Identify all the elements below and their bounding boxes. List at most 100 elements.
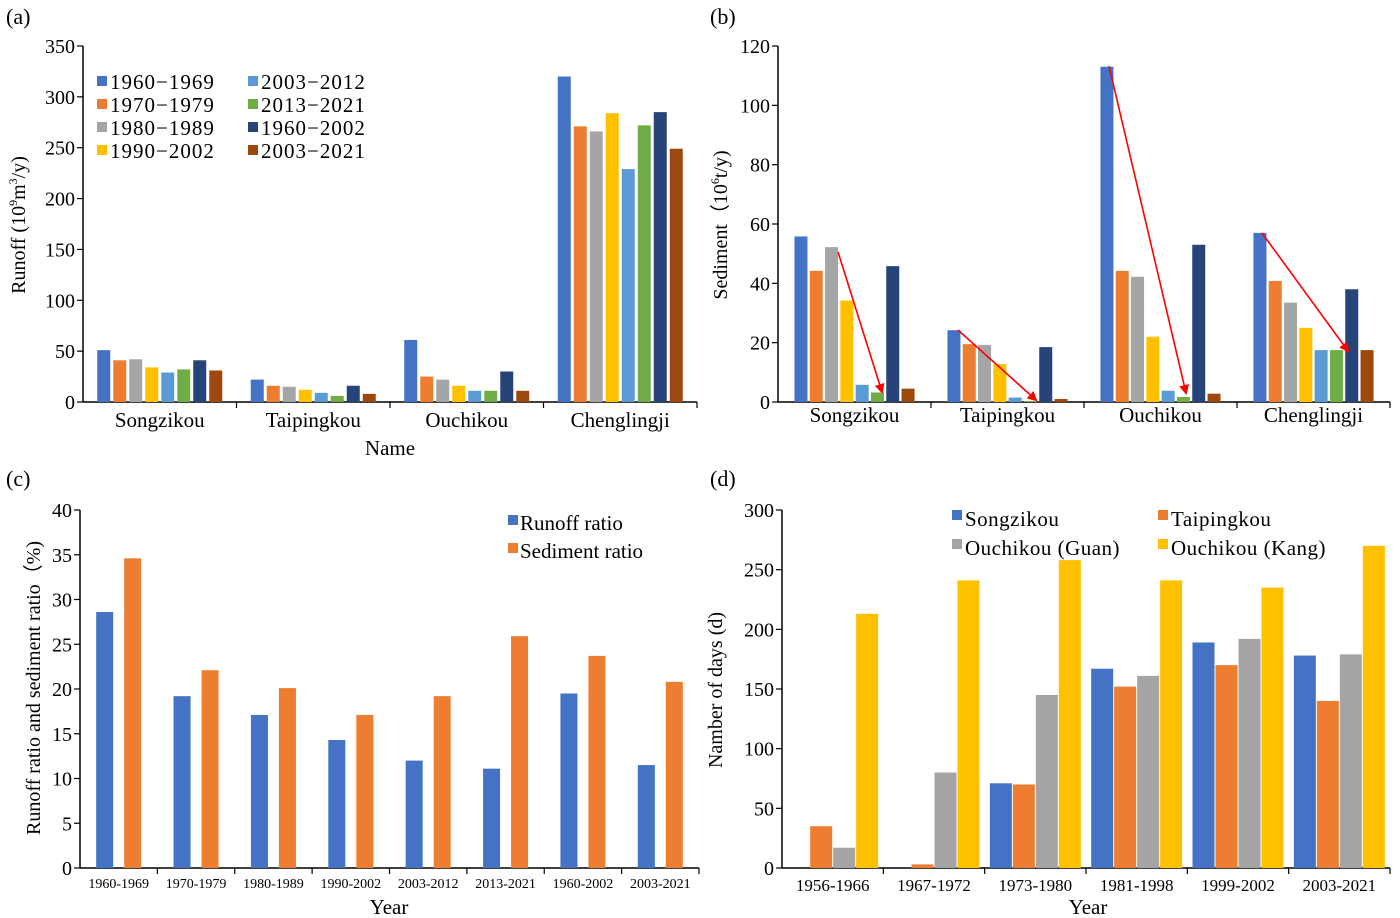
legend-label-c: Runoff ratio [520, 511, 623, 535]
y-tick-label-c: 20 [52, 679, 72, 701]
bar-b [794, 236, 808, 402]
panel-label-b: (b) [710, 4, 736, 29]
bar-d [1238, 638, 1261, 868]
bar-d [1035, 694, 1058, 868]
legend-label-a: 2013−2021 [261, 93, 366, 117]
x-tick-label-c: 1980-1989 [243, 877, 304, 892]
trend-arrows-b [837, 65, 1350, 402]
legend-c: Runoff ratio Sediment ratio [508, 511, 643, 563]
x-tick-label-b: Taipingkou [960, 403, 1056, 427]
bar-b [1161, 390, 1175, 402]
bar-a [330, 395, 344, 402]
bar-b [1008, 397, 1022, 402]
bar-a [500, 371, 514, 402]
bar-b [1253, 232, 1267, 402]
bar-d [856, 613, 879, 868]
y-tick-label-b: 20 [750, 333, 770, 355]
bar-c [328, 740, 346, 868]
bar-a [557, 76, 571, 402]
bar-b [1131, 276, 1145, 402]
trend-arrow [1108, 65, 1190, 395]
bar-d [833, 847, 856, 868]
bar-c [96, 612, 114, 868]
trend-arrow [837, 251, 885, 394]
x-tick-label-d: 1973-1980 [998, 876, 1072, 895]
y-axis-label-b: Sediment（106t/y) [708, 150, 732, 299]
legend-swatch-a [248, 122, 258, 132]
y-tick-label-b: 80 [750, 155, 770, 177]
bar-a [250, 379, 264, 402]
legend-swatch-d [1158, 539, 1168, 549]
bar-a [669, 148, 683, 402]
bar-a [573, 126, 587, 403]
bar-a [605, 113, 619, 402]
bar-a [129, 359, 143, 402]
legend-swatch-a [248, 76, 258, 86]
bar-b [993, 364, 1007, 402]
y-tick-label-a: 100 [45, 290, 75, 312]
y-tick-label-d: 250 [744, 560, 774, 582]
chart-panel-d: (d) Namber of days (d) Year 0 50 100 150 200… [705, 466, 1391, 918]
bar-b [1176, 396, 1190, 402]
x-tick-label-d: 2003-2021 [1302, 876, 1376, 895]
legend-swatch-d [1158, 510, 1168, 520]
bar-b [1345, 289, 1359, 402]
bar-b [901, 388, 915, 402]
y-tick-label-c: 35 [52, 545, 72, 567]
bar-b [1299, 327, 1313, 402]
bar-b [962, 344, 976, 402]
legend-swatch-a [97, 122, 107, 132]
x-tick-label-c: 2003-2012 [398, 877, 459, 892]
bar-c [173, 696, 191, 868]
legend-d: Songzikou Taipingkou Ouchikou (Guan) Ouchik… [952, 507, 1326, 560]
bar-a [589, 131, 603, 402]
x-tick-label-a: Taipingkou [266, 408, 362, 432]
bar-c [124, 558, 142, 868]
bar-d [1192, 642, 1215, 868]
y-tick-label-a: 150 [45, 239, 75, 261]
bar-b [1039, 347, 1053, 402]
legend-swatch-a [97, 145, 107, 155]
bar-b [1360, 350, 1374, 402]
bar-c [511, 636, 529, 868]
bar-c [405, 760, 423, 868]
y-tick-label-d: 300 [744, 500, 774, 522]
bar-a [362, 393, 376, 402]
bar-c [433, 696, 451, 868]
bar-a [452, 385, 466, 402]
bar-b [978, 345, 992, 402]
x-tick-label-c: 1960-2002 [553, 877, 614, 892]
legend-swatch-a [248, 145, 258, 155]
bar-d [1316, 700, 1339, 868]
x-axis-label-a: Name [365, 436, 415, 460]
bar-a [193, 360, 207, 402]
trend-arrow [1261, 232, 1350, 353]
bar-d [1261, 587, 1284, 868]
legend-label-a: 1960−2002 [261, 116, 366, 140]
x-tick-label-c: 2003-2021 [630, 877, 691, 892]
bar-d [1160, 580, 1183, 868]
y-tick-label-a: 250 [45, 138, 75, 160]
legend-label-a: 1970−1979 [110, 93, 215, 117]
bar-b [1314, 350, 1328, 402]
bar-d [1215, 665, 1238, 868]
bar-a [209, 370, 223, 402]
bar-c [637, 765, 655, 868]
bar-a [621, 169, 635, 402]
bar-d [934, 772, 957, 868]
bar-c [483, 768, 501, 868]
bar-d [957, 580, 980, 868]
x-tick-label-c: 1970-1979 [166, 877, 227, 892]
bar-b [1023, 401, 1037, 402]
bar-a [436, 379, 450, 402]
bar-b [1115, 270, 1129, 402]
y-tick-label-c: 0 [62, 858, 72, 880]
legend-swatch-a [248, 99, 258, 109]
trend-arrow [957, 329, 1038, 402]
bar-b [947, 330, 961, 402]
x-tick-label-b: Chenglingji [1264, 403, 1363, 427]
x-tick-label-d: 1999-2002 [1201, 876, 1275, 895]
legend-swatch-a [97, 99, 107, 109]
panel-label-d: (d) [710, 466, 736, 491]
